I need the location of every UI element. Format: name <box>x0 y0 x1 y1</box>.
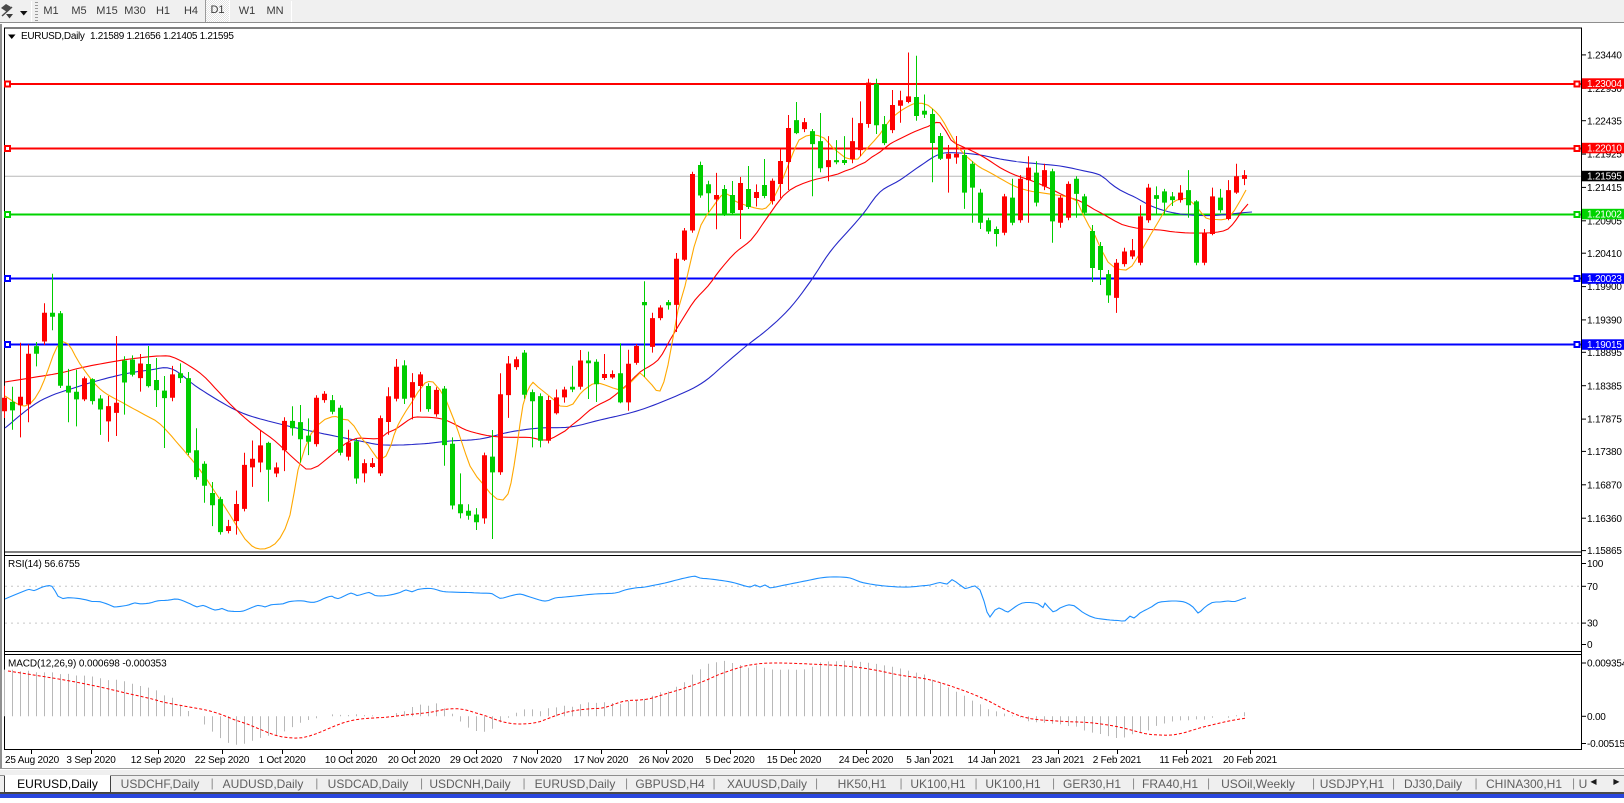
svg-text:3 Sep 2020: 3 Sep 2020 <box>66 755 116 766</box>
svg-text:-0.005156: -0.005156 <box>1587 739 1624 750</box>
svg-text:30: 30 <box>1587 619 1598 630</box>
svg-text:29 Oct 2020: 29 Oct 2020 <box>450 755 503 766</box>
svg-text:5 Jan 2021: 5 Jan 2021 <box>906 755 954 766</box>
svg-text:1.22435: 1.22435 <box>1587 116 1622 127</box>
svg-text:2 Feb 2021: 2 Feb 2021 <box>1093 755 1142 766</box>
svg-text:1.18895: 1.18895 <box>1587 348 1622 359</box>
svg-text:1.17380: 1.17380 <box>1587 447 1622 458</box>
svg-text:0.00: 0.00 <box>1587 712 1606 723</box>
svg-text:RSI(14) 56.6755: RSI(14) 56.6755 <box>8 559 80 570</box>
svg-text:70: 70 <box>1587 582 1598 593</box>
svg-text:1.17875: 1.17875 <box>1587 415 1622 426</box>
svg-text:7 Nov 2020: 7 Nov 2020 <box>512 755 562 766</box>
svg-text:1.23440: 1.23440 <box>1587 51 1622 62</box>
svg-text:23 Jan 2021: 23 Jan 2021 <box>1032 755 1085 766</box>
svg-text:1.19900: 1.19900 <box>1587 282 1622 293</box>
svg-text:11 Feb 2021: 11 Feb 2021 <box>1159 755 1213 766</box>
svg-text:10 Oct 2020: 10 Oct 2020 <box>325 755 378 766</box>
svg-text:1.21002: 1.21002 <box>1587 210 1622 221</box>
svg-text:25 Aug 2020: 25 Aug 2020 <box>5 755 60 766</box>
svg-text:1.20410: 1.20410 <box>1587 249 1622 260</box>
svg-text:20 Feb 2021: 20 Feb 2021 <box>1223 755 1278 766</box>
svg-text:24 Dec 2020: 24 Dec 2020 <box>839 755 894 766</box>
svg-text:17 Nov 2020: 17 Nov 2020 <box>574 755 629 766</box>
svg-text:1.21925: 1.21925 <box>1587 150 1622 161</box>
svg-text:1.19015: 1.19015 <box>1587 340 1622 351</box>
svg-text:1.21595: 1.21595 <box>1587 172 1622 183</box>
svg-text:1.23004: 1.23004 <box>1587 79 1622 90</box>
svg-text:0: 0 <box>1587 640 1593 651</box>
svg-text:20 Oct 2020: 20 Oct 2020 <box>388 755 441 766</box>
svg-text:1.15865: 1.15865 <box>1587 546 1622 557</box>
svg-text:1.22010: 1.22010 <box>1587 144 1622 155</box>
svg-text:1 Oct 2020: 1 Oct 2020 <box>259 755 307 766</box>
svg-text:22 Sep 2020: 22 Sep 2020 <box>195 755 250 766</box>
svg-text:EURUSD,Daily: EURUSD,Daily <box>21 31 85 42</box>
svg-text:1.21415: 1.21415 <box>1587 183 1622 194</box>
svg-text:26 Nov 2020: 26 Nov 2020 <box>639 755 694 766</box>
svg-text:100: 100 <box>1587 559 1604 570</box>
svg-text:5 Dec 2020: 5 Dec 2020 <box>705 755 755 766</box>
svg-text:0.009354: 0.009354 <box>1587 659 1624 670</box>
svg-text:1.21589 1.21656 1.21405 1.2159: 1.21589 1.21656 1.21405 1.21595 <box>90 31 234 42</box>
svg-text:MACD(12,26,9) 0.000698 -0.0003: MACD(12,26,9) 0.000698 -0.000353 <box>8 659 167 670</box>
svg-text:1.16870: 1.16870 <box>1587 480 1622 491</box>
svg-text:12 Sep 2020: 12 Sep 2020 <box>131 755 186 766</box>
svg-text:1.20023: 1.20023 <box>1587 274 1622 285</box>
svg-text:14 Jan 2021: 14 Jan 2021 <box>968 755 1021 766</box>
svg-text:1.20905: 1.20905 <box>1587 216 1622 227</box>
svg-text:1.19390: 1.19390 <box>1587 316 1622 327</box>
svg-text:15 Dec 2020: 15 Dec 2020 <box>767 755 822 766</box>
svg-text:1.18385: 1.18385 <box>1587 381 1622 392</box>
svg-text:1.16360: 1.16360 <box>1587 514 1622 525</box>
svg-text:1.22930: 1.22930 <box>1587 84 1622 95</box>
